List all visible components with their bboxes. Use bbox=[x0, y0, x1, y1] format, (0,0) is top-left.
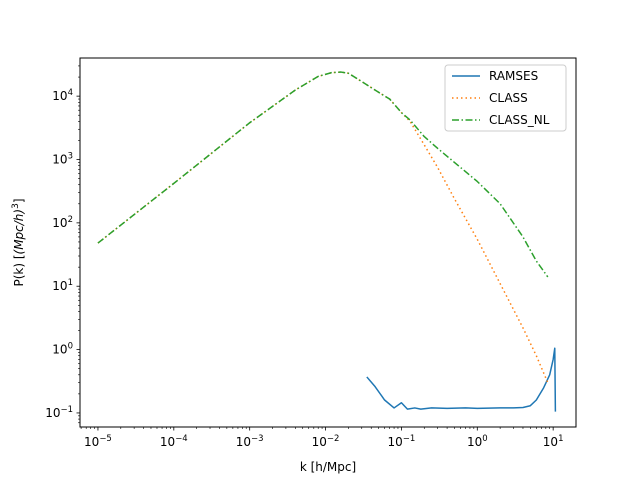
x-tick-label: 10−3 bbox=[236, 434, 264, 449]
x-tick-label-base: 10 bbox=[543, 435, 558, 449]
x-tick-label-base: 10 bbox=[236, 435, 251, 449]
x-tick-label-exponent: −3 bbox=[251, 434, 264, 444]
y-axis-label-sup: 3 bbox=[11, 203, 21, 209]
x-tick-label-base: 10 bbox=[84, 435, 99, 449]
x-tick-label-exponent: 1 bbox=[558, 434, 563, 444]
y-tick-label-base: 10 bbox=[52, 343, 67, 357]
x-tick-label-exponent: 0 bbox=[482, 434, 487, 444]
x-tick-label: 10−4 bbox=[160, 434, 188, 449]
x-tick-label-exponent: −5 bbox=[99, 434, 112, 444]
y-tick-label: 102 bbox=[52, 215, 73, 230]
x-tick-label: 10−5 bbox=[84, 434, 112, 449]
y-tick-label: 100 bbox=[52, 342, 73, 357]
y-tick-label-base: 10 bbox=[52, 279, 67, 293]
legend-label: RAMSES bbox=[489, 69, 538, 83]
ticks-layer: 10−5 10−4 10−3 10−2 10−1 100 10110−11001011021… bbox=[45, 65, 564, 449]
legend-label: CLASS bbox=[489, 91, 528, 105]
legend-box bbox=[444, 64, 567, 132]
y-tick-label-base: 10 bbox=[52, 89, 67, 103]
y-axis-label-prefix: P(k) [ bbox=[12, 254, 26, 286]
y-axis-label-suffix: ] bbox=[12, 198, 26, 203]
series-line-ramses bbox=[366, 347, 557, 412]
x-tick-label-base: 10 bbox=[467, 435, 482, 449]
legend: RAMSES CLASS CLASS_NL bbox=[444, 64, 567, 132]
y-tick-label-exponent: 1 bbox=[68, 278, 73, 288]
y-tick-label-exponent: 2 bbox=[68, 215, 73, 225]
x-tick-label-exponent: −2 bbox=[327, 434, 340, 444]
y-tick-label: 10−1 bbox=[45, 405, 73, 420]
x-tick-label: 100 bbox=[467, 434, 488, 449]
x-tick-label-base: 10 bbox=[160, 435, 175, 449]
x-tick-label: 10−1 bbox=[388, 434, 416, 449]
y-tick-label-exponent: 4 bbox=[68, 88, 73, 98]
y-tick-label-base: 10 bbox=[45, 406, 60, 420]
y-tick-label-exponent: 3 bbox=[68, 152, 73, 162]
x-tick-label-base: 10 bbox=[312, 435, 327, 449]
x-tick-label-exponent: −4 bbox=[175, 434, 188, 444]
y-axis-label: P(k) [(Mpc/h)3] bbox=[11, 198, 26, 286]
y-tick-label-base: 10 bbox=[52, 216, 67, 230]
y-tick-label: 104 bbox=[52, 88, 73, 103]
y-axis-label-math: (Mpc/h) bbox=[12, 209, 26, 255]
series-layer bbox=[97, 71, 557, 412]
y-tick-label-exponent: −1 bbox=[60, 405, 73, 415]
y-tick-label: 101 bbox=[52, 278, 73, 293]
x-tick-label: 101 bbox=[543, 434, 564, 449]
x-axis-label: k [h/Mpc] bbox=[300, 460, 356, 474]
y-tick-label: 103 bbox=[52, 152, 73, 167]
x-tick-label-exponent: −1 bbox=[403, 434, 416, 444]
y-tick-label-exponent: 0 bbox=[68, 342, 73, 352]
y-tick-label-base: 10 bbox=[52, 153, 67, 167]
x-tick-label: 10−2 bbox=[312, 434, 340, 449]
plot-frame bbox=[79, 57, 577, 428]
series-line-class-nl bbox=[97, 71, 549, 278]
x-tick-label-base: 10 bbox=[388, 435, 403, 449]
legend-label: CLASS_NL bbox=[489, 113, 550, 127]
